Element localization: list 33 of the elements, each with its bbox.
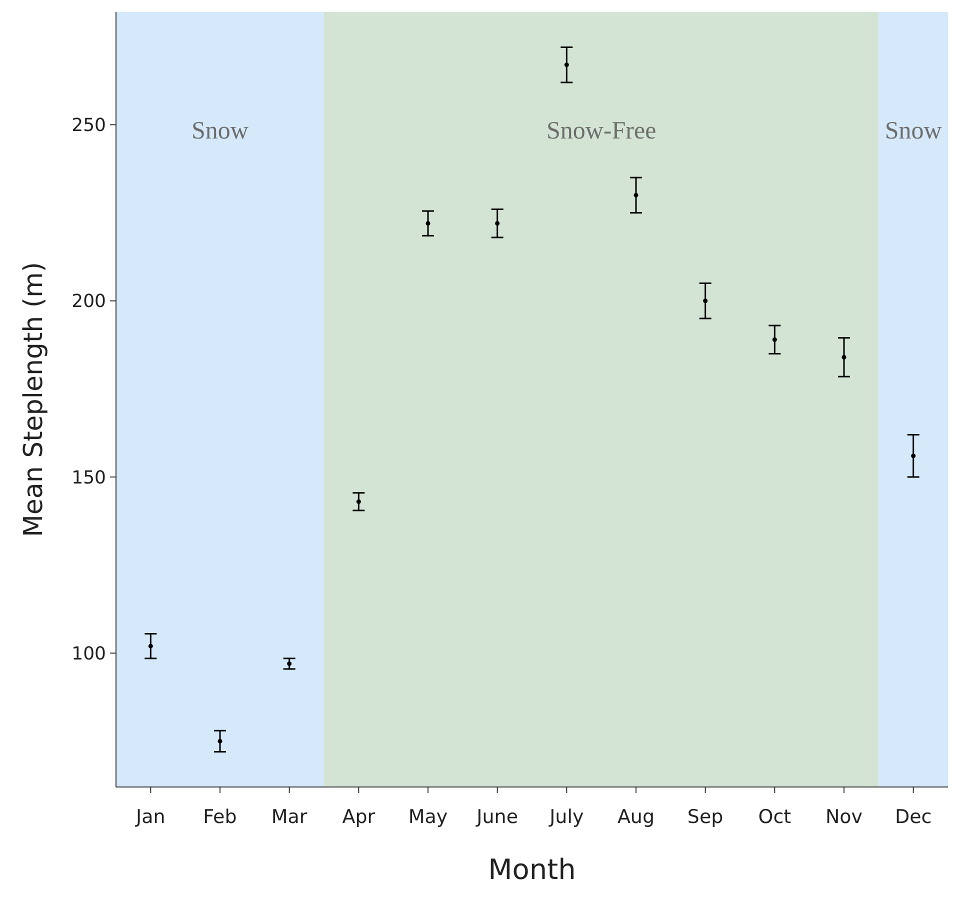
y-tick-label: 200: [72, 291, 106, 312]
x-tick-label: May: [408, 806, 448, 828]
point: [356, 499, 361, 504]
point: [703, 298, 708, 304]
point: [495, 221, 500, 226]
x-tick-label: Apr: [342, 806, 376, 828]
x-tick-label: Sep: [687, 806, 724, 828]
x-tick-label: Aug: [617, 806, 655, 828]
point: [148, 644, 153, 648]
band-label: Snow: [884, 118, 942, 145]
x-tick-label: Nov: [825, 806, 863, 828]
x-tick-label: Dec: [894, 806, 932, 828]
x-tick-label: Feb: [203, 806, 237, 828]
x-tick-label: July: [548, 806, 584, 828]
y-axis-title: Mean Steplength (m): [19, 262, 49, 538]
point: [911, 454, 916, 458]
x-tick-label: Mar: [271, 806, 308, 828]
point: [218, 738, 222, 744]
band-label: Snow: [192, 118, 248, 145]
point: [842, 354, 846, 360]
band-label: Snow-Free: [546, 118, 656, 145]
point: [426, 221, 430, 226]
point: [287, 661, 292, 666]
x-tick-label: Jan: [135, 806, 166, 828]
x-axis-title: Month: [488, 853, 576, 886]
x-tick-label: June: [476, 806, 518, 828]
x-tick-label: Oct: [758, 806, 792, 828]
point: [564, 62, 569, 68]
y-tick-label: 100: [72, 643, 106, 664]
y-tick-label: 250: [72, 115, 106, 136]
point: [772, 337, 777, 342]
y-tick-label: 150: [72, 467, 106, 488]
point: [634, 192, 638, 198]
